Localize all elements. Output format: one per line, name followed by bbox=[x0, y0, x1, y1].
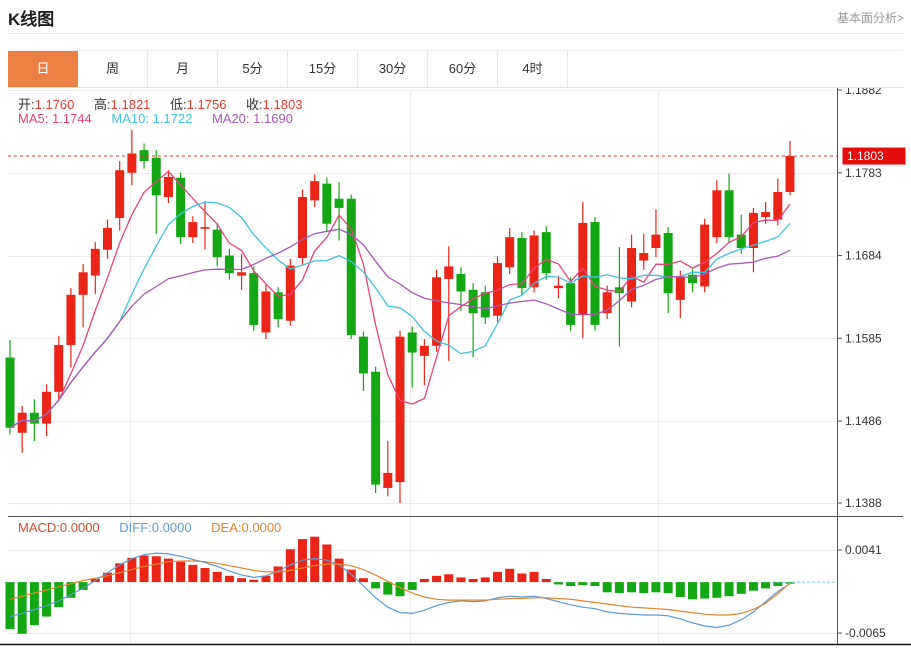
svg-text:1.1388: 1.1388 bbox=[845, 496, 882, 510]
macd-bar: MACD:0.0000 DIFF:0.0000 DEA:0.0000 bbox=[18, 520, 297, 535]
diff-label: DIFF: bbox=[119, 520, 152, 535]
svg-text:-0.0065: -0.0065 bbox=[845, 626, 886, 640]
macd-label: MACD: bbox=[18, 520, 60, 535]
tab-周[interactable]: 周 bbox=[78, 51, 148, 87]
ma10-label: MA10: bbox=[111, 111, 149, 126]
tab-60分[interactable]: 60分 bbox=[428, 51, 498, 87]
interval-tabbar: 日周月 5分 15分 30分 60分 4时 bbox=[8, 50, 903, 88]
svg-text:1.1803: 1.1803 bbox=[847, 149, 884, 163]
tab-5分[interactable]: 5分 bbox=[218, 51, 288, 87]
ma5-value: 1.1744 bbox=[51, 111, 92, 126]
close-value: 1.1803 bbox=[262, 97, 303, 112]
low-label: 低: bbox=[170, 97, 187, 112]
svg-text:1.1486: 1.1486 bbox=[845, 414, 882, 428]
tab-30分[interactable]: 30分 bbox=[358, 51, 428, 87]
tab-4时[interactable]: 4时 bbox=[498, 51, 568, 87]
close-label: 收: bbox=[246, 97, 263, 112]
open-value: 1.1760 bbox=[34, 97, 75, 112]
tab-日[interactable]: 日 bbox=[8, 51, 78, 87]
tab-月[interactable]: 月 bbox=[148, 51, 218, 87]
fundamental-analysis-link[interactable]: 基本面分析> bbox=[836, 11, 904, 25]
svg-text:1.1585: 1.1585 bbox=[845, 331, 882, 345]
low-value: 1.1756 bbox=[186, 97, 227, 112]
diff-value: 0.0000 bbox=[151, 520, 192, 535]
high-label: 高: bbox=[94, 97, 111, 112]
ma5-label: MA5: bbox=[18, 111, 49, 126]
ma10-value: 1.1722 bbox=[152, 111, 193, 126]
ma20-value: 1.1690 bbox=[253, 111, 293, 126]
open-label: 开: bbox=[18, 97, 35, 112]
svg-text:0.0041: 0.0041 bbox=[845, 543, 882, 557]
page-title: K线图 bbox=[8, 10, 55, 29]
macd-value: 0.0000 bbox=[59, 520, 100, 535]
header-divider bbox=[8, 33, 903, 34]
ma-bar: MA5: 1.1744 MA10: 1.1722 MA20: 1.1690 bbox=[18, 111, 309, 126]
dea-label: DEA: bbox=[211, 520, 242, 535]
svg-text:1.1783: 1.1783 bbox=[845, 166, 882, 180]
ma20-label: MA20: bbox=[211, 111, 250, 126]
high-value: 1.1821 bbox=[110, 97, 151, 112]
dea-value: 0.0000 bbox=[241, 520, 282, 535]
tab-15分[interactable]: 15分 bbox=[288, 51, 358, 87]
ohlc-bar: 开:1.1760 高:1.1821 低:1.1756 收:1.1803 bbox=[18, 94, 318, 113]
svg-text:1.1684: 1.1684 bbox=[845, 249, 882, 263]
